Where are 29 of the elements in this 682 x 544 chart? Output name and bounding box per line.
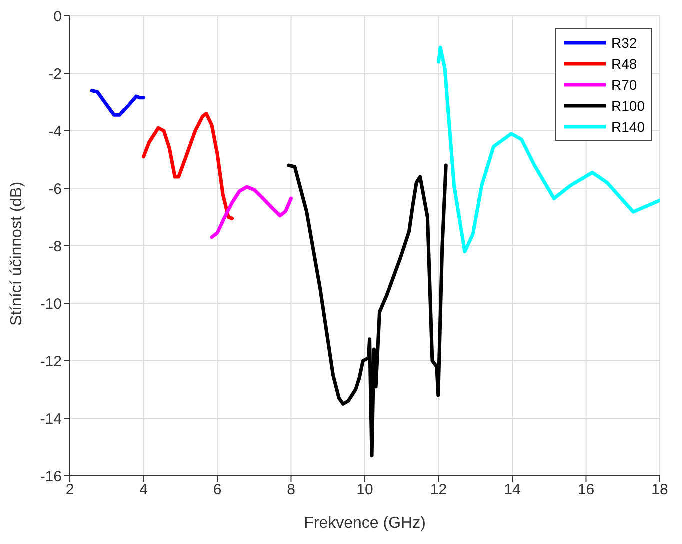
x-tick-label: 8 <box>287 482 296 499</box>
x-axis-title: Frekvence (GHz) <box>304 515 426 532</box>
x-tick-label: 2 <box>66 482 74 499</box>
y-tick-label: -8 <box>48 238 62 256</box>
legend-label: R48 <box>612 56 638 72</box>
x-tick-label: 6 <box>213 482 222 499</box>
y-axis-title: Stínící účinnost (dB) <box>8 182 26 326</box>
line-series <box>210 185 293 240</box>
x-tick-label: 18 <box>652 482 668 499</box>
x-tick-label: 12 <box>430 482 448 499</box>
x-tick-label: 4 <box>140 482 148 499</box>
y-tick-label: 0 <box>54 8 62 26</box>
line-series <box>286 164 448 458</box>
legend-label: R32 <box>612 34 638 50</box>
line-series <box>142 112 234 220</box>
y-tick-label: -12 <box>40 353 62 370</box>
y-tick-label: -10 <box>40 296 62 313</box>
legend-label: R70 <box>612 76 638 92</box>
legend-label: R140 <box>612 118 645 134</box>
y-tick-label: -2 <box>48 66 62 83</box>
x-tick-label: 10 <box>356 482 374 499</box>
y-tick-label: -14 <box>40 410 62 428</box>
x-tick-label: 16 <box>578 482 595 499</box>
y-tick-label: -6 <box>48 180 62 198</box>
line-series <box>90 89 146 117</box>
y-tick-label: -16 <box>40 468 62 486</box>
y-tick-label: -4 <box>48 123 62 140</box>
legend-label: R100 <box>612 98 645 114</box>
x-tick-label: 14 <box>504 482 521 499</box>
